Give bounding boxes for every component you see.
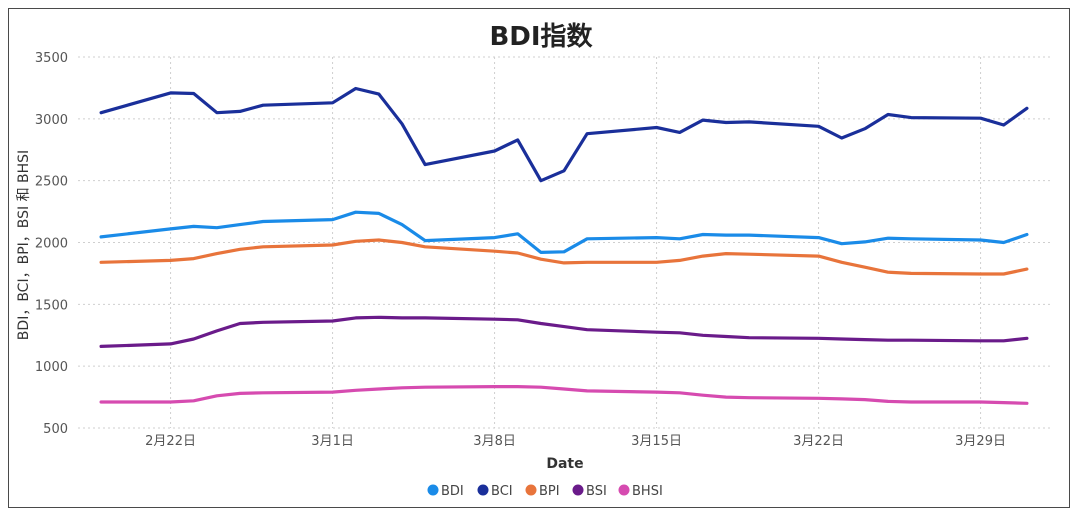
legend-label-bci: BCI [491, 484, 513, 499]
legend-marker-bsi [572, 484, 584, 496]
series-line-bsi [99, 315, 1029, 348]
y-tick-label: 2000 [35, 237, 68, 252]
legend: BDI BCI BPI BSI BHSI [427, 484, 663, 499]
x-tick-label: 3月1日 [311, 434, 354, 449]
legend-label-bpi: BPI [539, 484, 560, 499]
series-line-bdi [99, 210, 1029, 254]
x-tick-label: 3月29日 [955, 434, 1006, 449]
series-line-bpi [99, 238, 1029, 276]
x-axis-ticks: 2月22日 3月1日 3月8日 3月15日 3月22日 3月29日 [145, 434, 1006, 449]
x-axis-title: Date [546, 456, 583, 472]
legend-marker-bdi [427, 484, 439, 496]
x-tick-label: 3月8日 [473, 434, 516, 449]
series-line-bhsi [99, 385, 1029, 405]
y-tick-label: 2500 [35, 175, 68, 190]
legend-label-bhsi: BHSI [632, 484, 663, 499]
legend-marker-bhsi [618, 484, 630, 496]
y-axis-title: BDI，BCI，BPI，BSI 和 BHSI [16, 150, 32, 340]
chart-title: BDI指数 [489, 22, 593, 52]
y-tick-label: 1500 [35, 298, 68, 313]
y-axis-ticks: 500 1000 1500 2000 2500 3000 3500 [35, 51, 68, 437]
y-tick-label: 500 [43, 422, 68, 437]
legend-marker-bci [477, 484, 489, 496]
x-tick-label: 3月22日 [793, 434, 844, 449]
y-tick-label: 1000 [35, 360, 68, 375]
legend-marker-bpi [525, 484, 537, 496]
x-tick-label: 3月15日 [631, 434, 682, 449]
x-tick-label: 2月22日 [145, 434, 196, 449]
y-tick-label: 3000 [35, 113, 68, 128]
legend-label-bsi: BSI [586, 484, 607, 499]
y-tick-label: 3500 [35, 51, 68, 66]
series-line-bci [99, 86, 1029, 183]
legend-label-bdi: BDI [441, 484, 464, 499]
series-lines [99, 86, 1029, 405]
